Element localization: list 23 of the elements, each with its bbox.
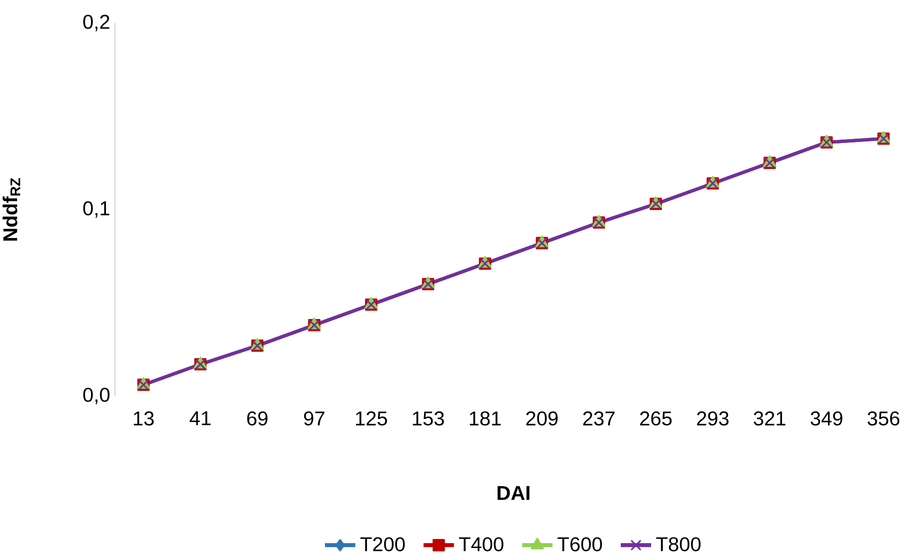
x-tick-label: 69 [247,411,268,426]
x-tick-label: 13 [134,411,154,426]
x-tick-label: 181 [470,411,501,426]
y-axis-title: Nddf$_{RZ}$ [2,178,20,241]
legend-label: T200 [360,537,405,552]
x-tick-label: 209 [526,411,558,426]
x-tick-label: 41 [190,411,211,426]
x-axis-title: DAI [498,486,530,500]
x-tick-label: 321 [754,411,786,426]
y-tick-label: 0,2 [83,14,110,32]
x-tick-label: 265 [640,411,672,426]
x-tick-label: 293 [697,411,729,426]
x-tick-label: 349 [810,411,842,426]
x-tick-label: 153 [412,411,444,426]
legend-label: T600 [558,537,602,552]
x-tick-label: 97 [304,411,324,426]
x-tick-label: 125 [356,411,388,426]
x-tick-label: 356 [868,411,900,426]
legend-label: T400 [459,537,504,552]
x-tick-label: 237 [583,411,615,426]
legend-label: T800 [656,537,701,552]
y-tick-label: 0,1 [83,201,110,218]
y-tick-label: 0,0 [83,388,110,404]
